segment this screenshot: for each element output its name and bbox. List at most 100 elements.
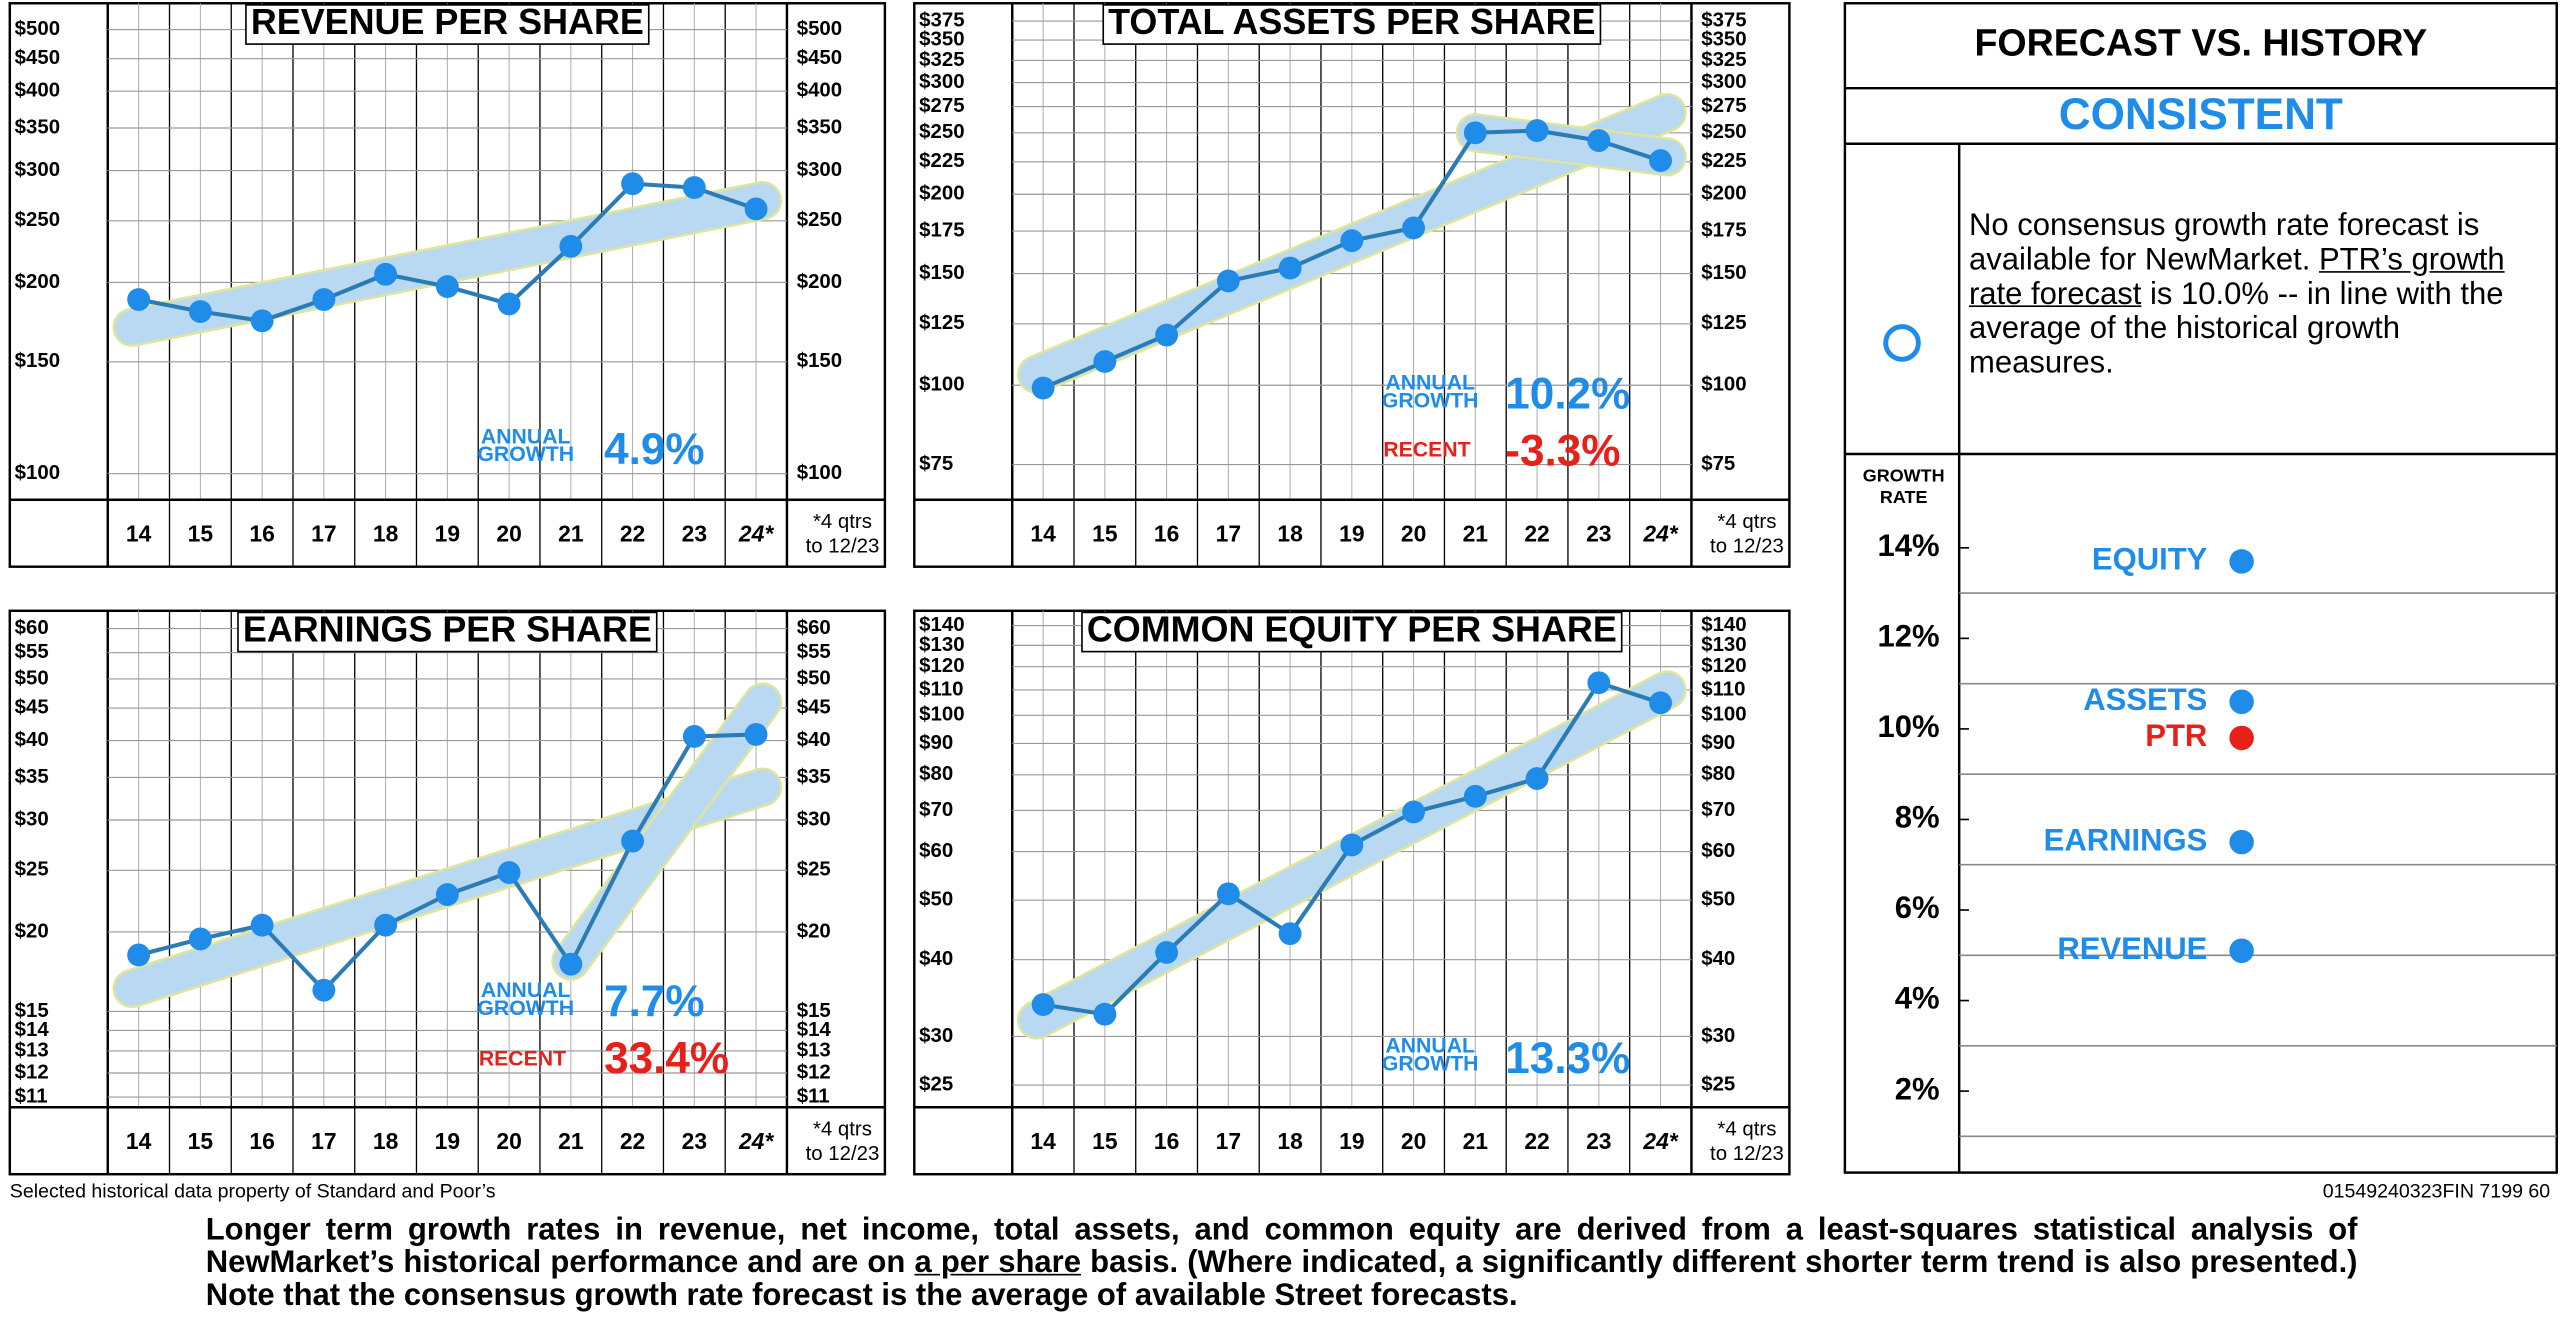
y-tick-label: $100 xyxy=(919,374,964,396)
x-tick-label: 14 xyxy=(126,1128,152,1154)
y-tick-label: $325 xyxy=(919,49,964,71)
recent-growth: -3.3% xyxy=(1505,427,1620,476)
y-tick-label: $12 xyxy=(15,1061,49,1083)
x-tick-label: 21 xyxy=(1463,1128,1489,1154)
y-tick-label-right: $100 xyxy=(1701,374,1746,396)
x-tick-label: 17 xyxy=(1216,1128,1241,1154)
x-note: to 12/23 xyxy=(806,1143,880,1165)
x-tick-label: 20 xyxy=(496,1128,521,1154)
text-part: Longer term growth rates in revenue, net… xyxy=(205,1215,2358,1281)
title-box xyxy=(237,611,658,653)
history-point xyxy=(188,300,212,323)
y-tick-label: $45 xyxy=(15,696,49,718)
y-tick-label: $125 xyxy=(919,312,964,334)
annual-growth: 10.2% xyxy=(1505,369,1630,418)
y-tick-label: $275 xyxy=(919,95,964,117)
y-tick-label-right: $100 xyxy=(797,462,842,484)
y-tick-label: 4% xyxy=(1895,981,1940,1016)
text-part: PTR’s growth rate forecast xyxy=(1968,243,2505,312)
y-tick-label-right: $25 xyxy=(797,859,831,881)
x-tick-label: 21 xyxy=(1463,521,1489,547)
x-tick-label: 23 xyxy=(1586,1128,1611,1154)
history-point xyxy=(1649,149,1672,173)
y-tick-label: $150 xyxy=(15,350,60,372)
x-tick-label: 18 xyxy=(1277,521,1303,547)
growth-point xyxy=(2229,829,2254,855)
x-tick-label: 17 xyxy=(1216,521,1241,547)
x-note: to 12/23 xyxy=(806,535,880,557)
history-point xyxy=(127,288,151,311)
y-tick-label-right: $500 xyxy=(797,18,842,40)
y-tick-label: $450 xyxy=(15,47,60,69)
y-tick-label-right: $45 xyxy=(797,696,831,718)
y-tick-label: $350 xyxy=(919,28,964,50)
history-point xyxy=(1093,1002,1117,1026)
history-point xyxy=(621,172,645,196)
chart-title: REVENUE PER SHARE xyxy=(251,1,644,42)
history-point xyxy=(188,927,212,951)
history-point xyxy=(744,197,768,221)
x-tick-label: 15 xyxy=(188,1128,214,1154)
x-tick-label: 20 xyxy=(1401,521,1426,547)
x-tick-label: 22 xyxy=(620,521,645,547)
growth-point xyxy=(2229,938,2254,963)
status-marker xyxy=(1883,324,1921,362)
y-tick-label-right: $30 xyxy=(797,808,831,830)
y-tick-label: $60 xyxy=(919,840,953,862)
text-part: a per share xyxy=(914,1246,1081,1281)
y-tick-label: $13 xyxy=(15,1039,49,1061)
y-tick-label: $50 xyxy=(15,667,49,689)
x-tick-label: 14 xyxy=(126,521,152,547)
y-tick-label-right: $80 xyxy=(1701,763,1735,785)
growth-label: GROWTH xyxy=(1382,389,1479,412)
y-tick-label: 2% xyxy=(1895,1071,1940,1106)
y-tick-label: $14 xyxy=(15,1019,50,1041)
point-label: REVENUE xyxy=(2057,931,2207,966)
point-label: EQUITY xyxy=(2092,542,2208,577)
history-point xyxy=(1587,671,1611,695)
y-tick-label-right: $90 xyxy=(1701,732,1735,754)
status: CONSISTENT xyxy=(2059,90,2343,139)
history-point xyxy=(127,943,151,967)
point-label: ASSETS xyxy=(2083,682,2207,717)
x-tick-label: 19 xyxy=(1339,1128,1364,1154)
history-point xyxy=(1649,691,1672,715)
history-point xyxy=(559,234,583,258)
x-tick-label: 18 xyxy=(373,1128,399,1154)
x-tick-label: 14 xyxy=(1030,521,1056,547)
y-tick-label: $30 xyxy=(919,1025,953,1047)
y-tick-label-right: $14 xyxy=(797,1019,832,1041)
y-tick-label-right: $225 xyxy=(1701,150,1746,172)
y-tick-label: $25 xyxy=(15,859,49,881)
forecast-frame xyxy=(1843,2,2558,1174)
y-tick-label-right: $20 xyxy=(797,920,831,942)
history-point xyxy=(374,262,398,286)
history-point xyxy=(1525,119,1549,143)
y-tick-label: $300 xyxy=(15,159,60,181)
source-note: Selected historical data property of Sta… xyxy=(10,1180,496,1202)
y-tick-label: $25 xyxy=(919,1073,953,1095)
x-note: *4 qtrs xyxy=(1717,1119,1776,1141)
history-point xyxy=(250,913,274,937)
y-tick-label: $140 xyxy=(919,614,964,636)
code-note: 01549240323FIN 7199 60 xyxy=(2323,1180,2551,1202)
x-note: to 12/23 xyxy=(1710,1143,1784,1165)
x-note: *4 qtrs xyxy=(813,511,872,533)
y-tick-label-right: $150 xyxy=(797,350,842,372)
recent-band xyxy=(553,684,780,979)
y-tick-label: $75 xyxy=(919,453,953,475)
history-point xyxy=(1031,376,1055,400)
y-tick-label: $200 xyxy=(919,183,964,205)
y-tick-label-right: $300 xyxy=(1701,71,1746,93)
y-tick-label-right: $120 xyxy=(1701,655,1746,677)
y-tick-label-right: $55 xyxy=(797,641,831,663)
history-point xyxy=(1340,833,1364,857)
y-tick-label-right: $450 xyxy=(797,47,842,69)
y-tick-label: 10% xyxy=(1878,709,1940,744)
y-tick-label: $40 xyxy=(919,948,953,970)
history-point xyxy=(435,275,459,299)
y-tick-label: $20 xyxy=(15,920,49,942)
x-note: to 12/23 xyxy=(1710,535,1784,557)
y-tick-label: $80 xyxy=(919,763,953,785)
y-tick-label-right: $130 xyxy=(1701,634,1746,656)
